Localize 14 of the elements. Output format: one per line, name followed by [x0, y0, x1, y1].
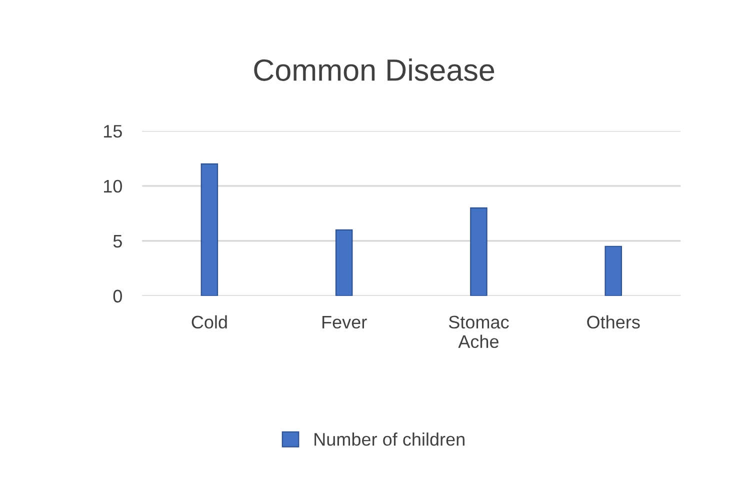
- y-tick-label: 10: [104, 180, 122, 193]
- bar: [335, 229, 353, 296]
- x-tick-label: Stomac Ache: [448, 316, 509, 348]
- x-tick-label: Fever: [322, 316, 367, 329]
- bar: [604, 246, 622, 296]
- chart-title: Common Disease: [254, 58, 494, 81]
- y-tick-label: 15: [104, 125, 122, 138]
- x-tick-label: Others: [587, 315, 640, 329]
- legend-label: Number of children: [314, 432, 464, 446]
- y-tick-label: 5: [113, 235, 122, 248]
- x-tick-label: Cold: [192, 315, 227, 329]
- y-tick-label: 0: [113, 290, 122, 303]
- bar: [470, 207, 488, 296]
- bar: [200, 163, 218, 296]
